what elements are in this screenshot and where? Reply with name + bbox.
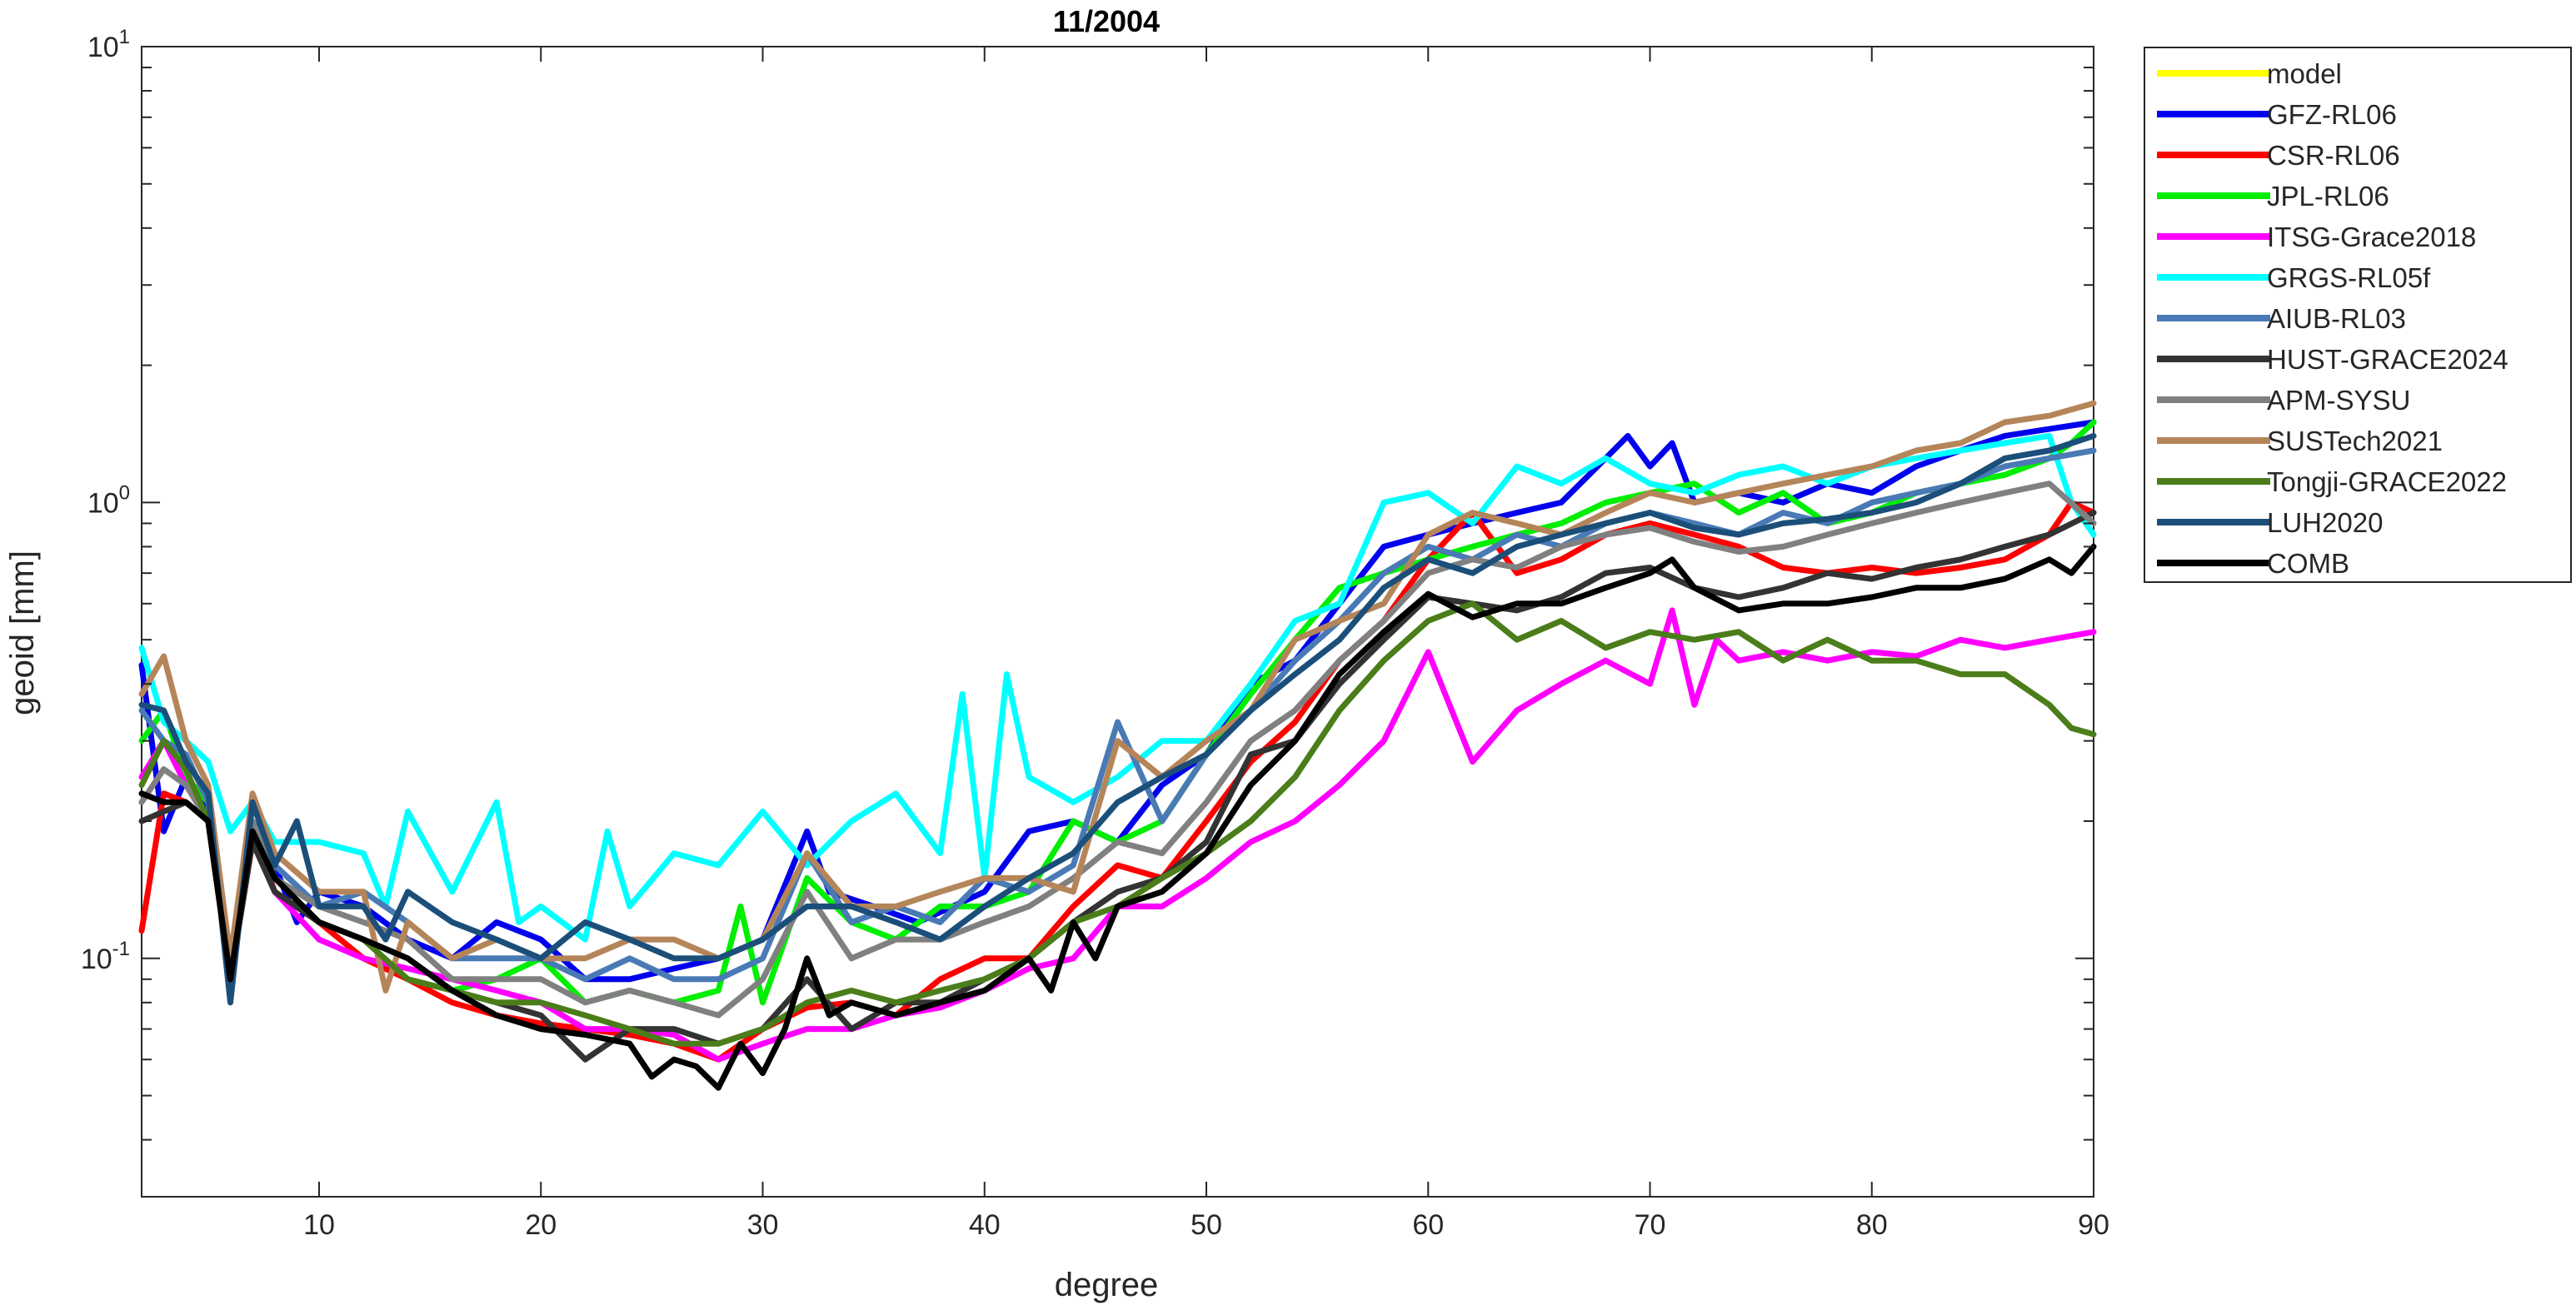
x-tick-label: 50 bbox=[1191, 1209, 1222, 1241]
axes-box bbox=[141, 46, 2094, 1198]
legend-swatch bbox=[2157, 478, 2270, 485]
x-tick-label: 10 bbox=[303, 1209, 335, 1241]
legend-label: CSR-RL06 bbox=[2267, 140, 2400, 171]
plot-area: 10 20 30 40 50 60 70 80 90 10-1 100 101 bbox=[81, 26, 2109, 1241]
legend-swatch bbox=[2157, 233, 2270, 240]
legend-label: LUH2020 bbox=[2267, 507, 2384, 538]
legend-item: CSR-RL06 bbox=[2145, 135, 2570, 175]
x-tick-label: 80 bbox=[1856, 1209, 1888, 1241]
x-tick-label: 30 bbox=[747, 1209, 779, 1241]
legend-label: HUST-GRACE2024 bbox=[2267, 344, 2509, 375]
legend-label: APM-SYSU bbox=[2267, 385, 2411, 416]
x-tick-label: 70 bbox=[1635, 1209, 1666, 1241]
legend-swatch bbox=[2157, 152, 2270, 158]
legend-swatch bbox=[2157, 70, 2270, 77]
series-line-11 bbox=[138, 432, 2097, 1006]
legend-swatch bbox=[2157, 519, 2270, 525]
legend-swatch bbox=[2157, 396, 2270, 403]
y-tick-label: 100 bbox=[87, 481, 130, 519]
y-tick-label: 101 bbox=[87, 26, 130, 63]
x-tick-label: 20 bbox=[525, 1209, 557, 1241]
legend-swatch bbox=[2157, 111, 2270, 117]
legend-item: APM-SYSU bbox=[2145, 380, 2570, 420]
legend-swatch bbox=[2157, 356, 2270, 362]
legend-label: model bbox=[2267, 58, 2342, 89]
legend-label: AIUB-RL03 bbox=[2267, 303, 2406, 334]
legend-label: GFZ-RL06 bbox=[2267, 99, 2397, 130]
chart-title: 11/2004 bbox=[1053, 4, 1160, 38]
legend-item: LUH2020 bbox=[2145, 502, 2570, 542]
legend-swatch bbox=[2157, 437, 2270, 444]
chart-legend: model GFZ-RL06 CSR-RL06 JPL-RL06 ITSG-Grace2… bbox=[2144, 47, 2572, 583]
series-line-4 bbox=[138, 607, 2097, 1063]
legend-swatch bbox=[2157, 560, 2270, 566]
series-line-12 bbox=[138, 543, 2097, 1091]
x-tick-label: 60 bbox=[1412, 1209, 1444, 1241]
legend-item: ITSG-Grace2018 bbox=[2145, 217, 2570, 257]
legend-item: Tongji-GRACE2022 bbox=[2145, 461, 2570, 501]
legend-label: Tongji-GRACE2022 bbox=[2267, 466, 2507, 497]
legend-label: GRGS-RL05f bbox=[2267, 262, 2431, 293]
legend-swatch bbox=[2157, 274, 2270, 281]
legend-item: HUST-GRACE2024 bbox=[2145, 339, 2570, 379]
legend-item: JPL-RL06 bbox=[2145, 176, 2570, 216]
x-axis-label: degree bbox=[1055, 1267, 1159, 1303]
legend-item: SUSTech2021 bbox=[2145, 421, 2570, 461]
legend-label: SUSTech2021 bbox=[2267, 426, 2443, 456]
series-line-5 bbox=[138, 432, 2097, 943]
legend-item: AIUB-RL03 bbox=[2145, 298, 2570, 338]
x-tick-label: 40 bbox=[969, 1209, 1001, 1241]
legend-item: COMB bbox=[2145, 543, 2570, 583]
legend-label: JPL-RL06 bbox=[2267, 181, 2389, 212]
legend-swatch bbox=[2157, 315, 2270, 321]
legend-label: COMB bbox=[2267, 548, 2349, 579]
legend-swatch bbox=[2157, 192, 2270, 199]
legend-item: model bbox=[2145, 53, 2570, 93]
legend-label: ITSG-Grace2018 bbox=[2267, 222, 2477, 252]
y-axis-label: geoid [mm] bbox=[4, 550, 41, 715]
series-line-8 bbox=[138, 481, 2097, 1019]
x-tick-label: 90 bbox=[2078, 1209, 2109, 1241]
y-tick-label: 10-1 bbox=[81, 938, 130, 975]
legend-item: GRGS-RL05f bbox=[2145, 257, 2570, 297]
legend-item: GFZ-RL06 bbox=[2145, 94, 2570, 134]
